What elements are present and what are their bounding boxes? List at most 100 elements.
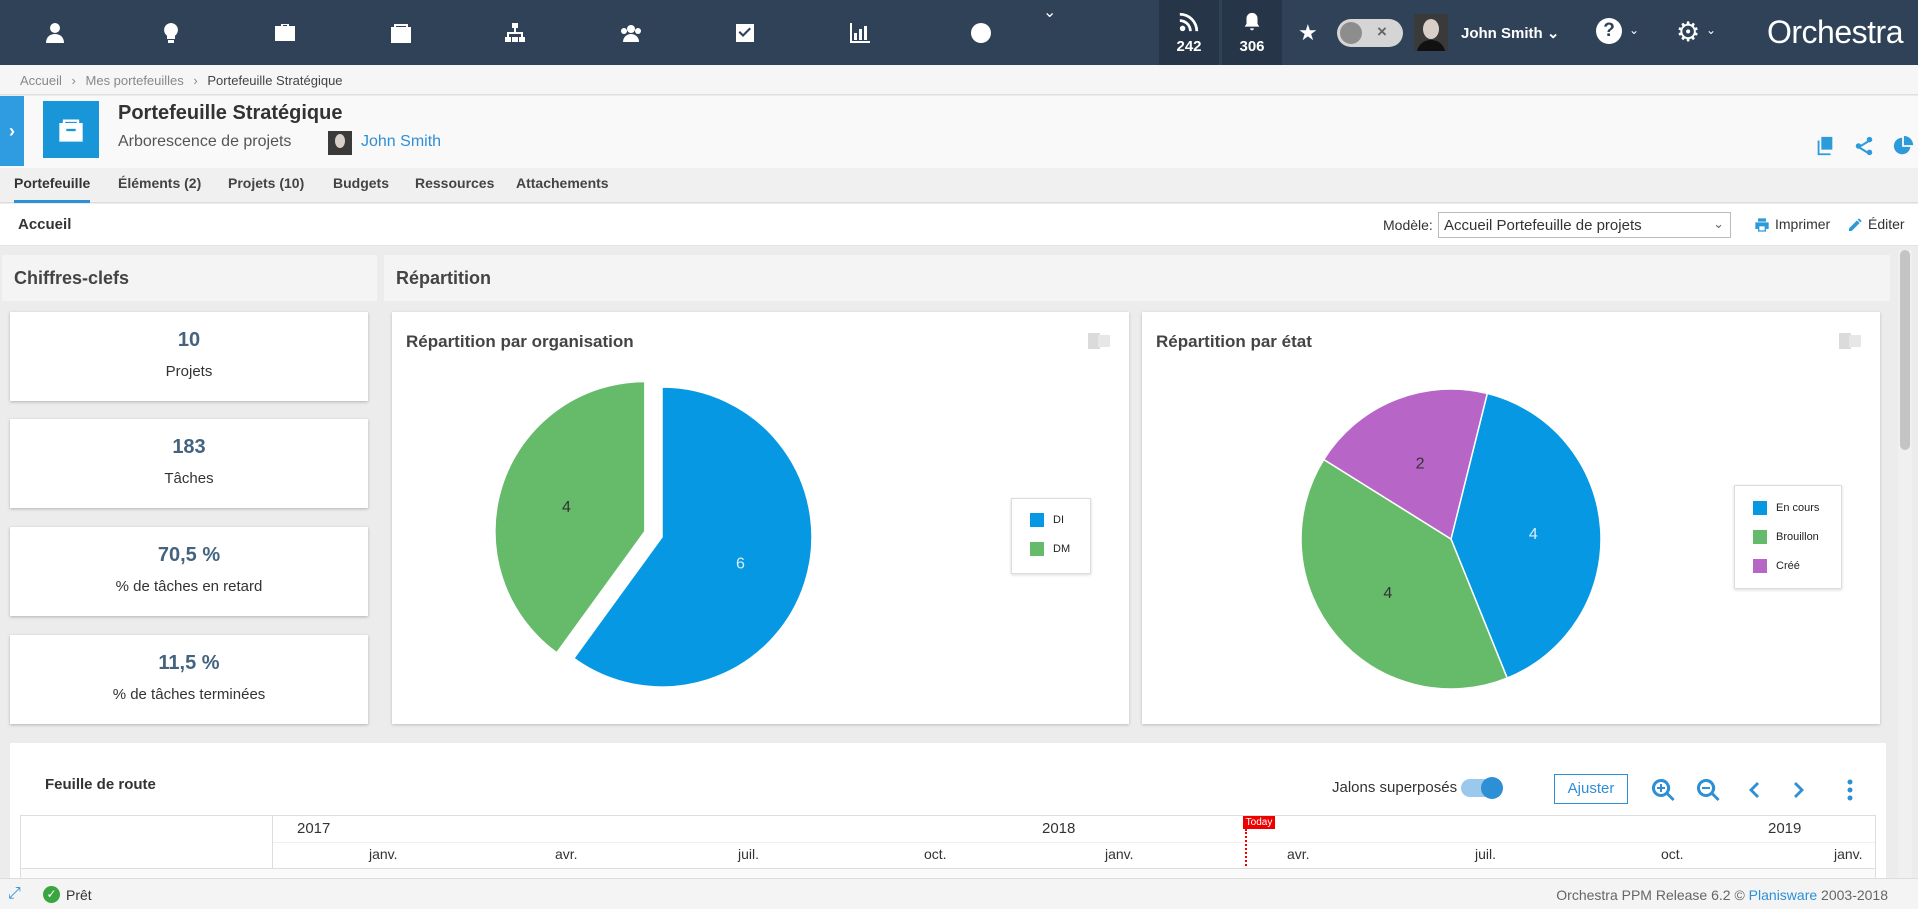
breadcrumb-home[interactable]: Accueil — [20, 73, 62, 88]
owner-avatar — [328, 131, 352, 155]
pie-slice-di[interactable] — [572, 386, 813, 688]
owner-link[interactable]: John Smith — [361, 133, 442, 150]
feeds-button[interactable]: 242 — [1159, 0, 1219, 65]
tab-portefeuille[interactable]: Portefeuille — [14, 168, 91, 203]
chevron-left-icon[interactable] — [1741, 777, 1767, 803]
portfolio-icon — [43, 101, 99, 158]
pie-slice-en-cours[interactable] — [1450, 392, 1602, 680]
export-excel-icon[interactable] — [1839, 332, 1861, 350]
tab-projets[interactable]: Projets (10) — [228, 175, 305, 191]
gantt-month: janv. — [369, 846, 398, 862]
settings-chevron-icon[interactable]: ⌄ — [1706, 23, 1717, 37]
kpi-label: % de tâches en retard — [115, 578, 263, 595]
page-home-label: Accueil — [18, 216, 72, 233]
legend-label: DM — [1053, 543, 1071, 555]
zoom-in-icon[interactable] — [1650, 777, 1676, 803]
legend-swatch — [1030, 513, 1044, 528]
status-text: Prêt — [66, 887, 92, 903]
more-icon[interactable] — [1837, 777, 1863, 803]
checkbox-icon[interactable] — [715, 0, 775, 65]
user-menu[interactable]: John Smith ⌄ — [1461, 25, 1560, 42]
chevron-down-icon[interactable]: ⌄ — [1043, 4, 1057, 21]
chevron-right-icon[interactable] — [1786, 777, 1812, 803]
breadcrumb-portfolios[interactable]: Mes portefeuilles — [85, 73, 184, 88]
notifications-button[interactable]: 306 — [1222, 0, 1282, 65]
milestones-toggle[interactable] — [1461, 777, 1503, 799]
print-button[interactable]: Imprimer — [1754, 216, 1830, 233]
avatar[interactable] — [1414, 14, 1448, 51]
kpi-label: % de tâches terminées — [112, 686, 266, 703]
tab-ressources[interactable]: Ressources — [415, 175, 495, 191]
tab-elements[interactable]: Éléments (2) — [118, 175, 202, 191]
edit-label: Éditer — [1868, 216, 1905, 232]
lightbulb-icon[interactable] — [141, 0, 201, 65]
legend-swatch — [1753, 559, 1767, 574]
pie-chart-state: 4 4 2 — [1300, 388, 1602, 690]
user-icon[interactable] — [25, 0, 85, 65]
model-label: Modèle: — [1383, 217, 1433, 233]
chart-title: Répartition par organisation — [406, 332, 634, 351]
printer-icon — [1755, 218, 1769, 232]
close-icon: × — [1377, 22, 1387, 41]
export-excel-icon[interactable] — [1088, 332, 1110, 350]
pie-slice-cree[interactable] — [1322, 388, 1489, 541]
legend-swatch — [1030, 542, 1044, 557]
object-header — [0, 96, 1918, 168]
gear-icon[interactable]: ⚙ — [1676, 17, 1701, 47]
help-icon[interactable]: ? — [1596, 18, 1622, 44]
chart-icon[interactable] — [830, 0, 890, 65]
zoom-out-icon[interactable] — [1695, 777, 1721, 803]
distribution-header: Répartition — [384, 255, 1890, 301]
page-toolbar: Accueil Modèle: Accueil Portefeuille de … — [0, 204, 1918, 246]
top-navigation-bar: ⌄ 242 306 ★ × John Smith ⌄ ? ⌄ ⚙ ⌄ Orche… — [0, 0, 1918, 65]
pie-chart-icon[interactable] — [1892, 135, 1914, 157]
team-icon[interactable] — [601, 0, 661, 65]
model-select[interactable]: Accueil Portefeuille de projets ⌄ — [1438, 212, 1731, 238]
breadcrumb-separator: › — [193, 73, 198, 88]
gantt-month: oct. — [924, 846, 947, 862]
help-chevron-icon[interactable]: ⌄ — [1629, 23, 1640, 37]
portfolio-icon[interactable] — [371, 0, 431, 65]
kpi-card: 183 Tâches — [10, 419, 368, 508]
share-icon[interactable] — [1853, 135, 1875, 157]
edit-button[interactable]: Éditer — [1847, 216, 1905, 233]
chart-card-state: Répartition par état 4 4 2 En cours Brouil… — [1142, 312, 1880, 724]
mode-toggle[interactable]: × — [1337, 19, 1403, 47]
tab-attachements[interactable]: Attachements — [516, 175, 609, 191]
pie-data-label: 4 — [1383, 585, 1392, 602]
breadcrumb: Accueil › Mes portefeuilles › Portefeuil… — [0, 65, 1918, 95]
pie-slice-brouillon[interactable] — [1300, 458, 1509, 690]
legend-item: En cours — [1753, 501, 1819, 516]
gantt-year: 2017 — [297, 820, 331, 837]
expand-icon[interactable]: ⤢ — [8, 885, 21, 902]
milestones-label: Jalons superposés : — [1332, 779, 1466, 796]
release-info: Orchestra PPM Release 6.2 © Planisware 2… — [1556, 887, 1888, 903]
today-marker: Today — [1243, 816, 1275, 829]
clock-icon[interactable] — [951, 0, 1011, 65]
print-label: Imprimer — [1775, 216, 1831, 232]
pie-slice-dm[interactable] — [494, 380, 646, 654]
check-icon: ✓ — [43, 886, 60, 903]
expand-sidebar-button[interactable]: › — [0, 96, 24, 166]
copy-icon[interactable] — [1814, 135, 1836, 157]
star-icon[interactable]: ★ — [1298, 20, 1318, 45]
legend-label: Brouillon — [1776, 531, 1819, 543]
adjust-button[interactable]: Ajuster — [1554, 774, 1628, 804]
gantt-month: janv. — [1834, 846, 1863, 862]
vendor-link[interactable]: Planisware — [1748, 887, 1818, 903]
pie-data-label: 4 — [1529, 526, 1538, 543]
org-chart-icon[interactable] — [485, 0, 545, 65]
gantt-label-column — [21, 816, 273, 894]
copyright-years: 2003-2018 — [1821, 887, 1888, 903]
gantt-year: 2018 — [1042, 820, 1076, 837]
kpi-value: 10 — [177, 329, 201, 351]
gantt-month: avr. — [555, 846, 578, 862]
page-scrollbar[interactable] — [1898, 250, 1912, 878]
briefcase-icon[interactable] — [255, 0, 315, 65]
tab-budgets[interactable]: Budgets — [333, 175, 389, 191]
gantt-month: juil. — [738, 846, 760, 862]
scrollbar-thumb[interactable] — [1900, 250, 1910, 450]
legend-item: Brouillon — [1753, 530, 1819, 545]
pie-data-label: 4 — [562, 499, 571, 516]
breadcrumb-separator: › — [71, 73, 76, 88]
